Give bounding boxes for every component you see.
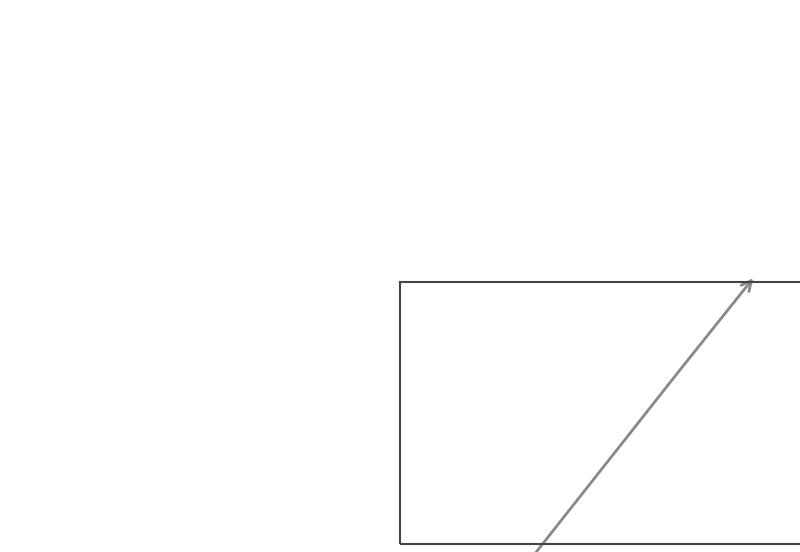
Bar [400, 282, 800, 544]
